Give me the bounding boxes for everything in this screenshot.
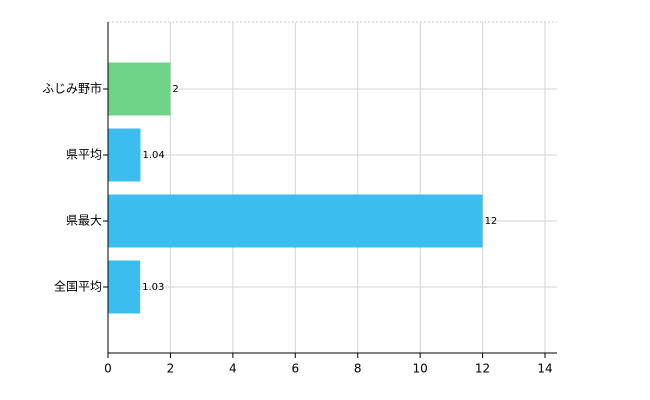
x-tick-label: 8 xyxy=(354,362,362,376)
value-label: 2 xyxy=(172,84,178,95)
x-tick-label: 2 xyxy=(167,362,175,376)
x-tick-label: 10 xyxy=(413,362,428,376)
value-label: 12 xyxy=(485,216,498,227)
x-tick-label: 6 xyxy=(291,362,299,376)
y-tick-label: 県最大 xyxy=(66,214,102,228)
x-tick-label: 12 xyxy=(475,362,490,376)
value-label: 1.04 xyxy=(142,150,164,161)
bar xyxy=(108,194,483,248)
x-tick-label: 0 xyxy=(104,362,112,376)
value-label: 1.03 xyxy=(142,282,164,293)
y-tick-label: ふじみ野市 xyxy=(42,81,102,96)
y-tick-label: 全国平均 xyxy=(54,279,102,294)
x-tick-label: 14 xyxy=(537,362,552,376)
bar xyxy=(108,260,141,314)
x-tick-label: 4 xyxy=(229,362,237,376)
bar xyxy=(108,62,171,116)
y-tick-label: 県平均 xyxy=(66,148,102,162)
bar xyxy=(108,128,141,182)
